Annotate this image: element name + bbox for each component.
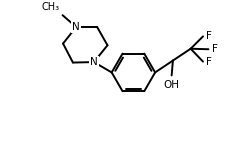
Text: F: F <box>206 31 212 41</box>
Text: N: N <box>72 22 80 32</box>
Text: F: F <box>212 44 217 54</box>
Text: OH: OH <box>164 80 180 90</box>
Text: F: F <box>206 57 212 67</box>
Text: N: N <box>90 57 98 67</box>
Text: CH₃: CH₃ <box>42 2 60 12</box>
